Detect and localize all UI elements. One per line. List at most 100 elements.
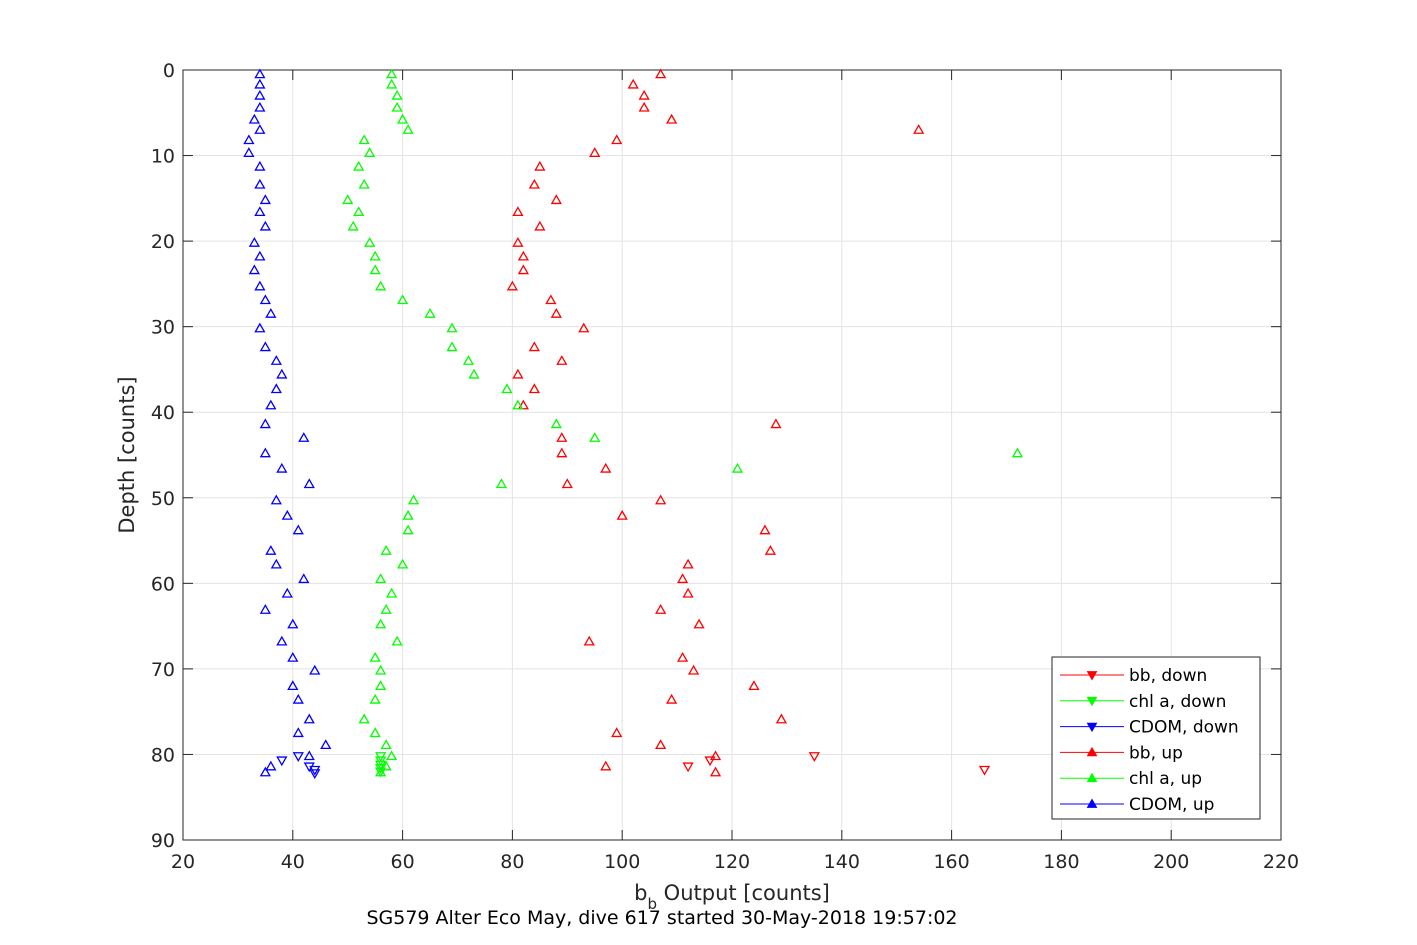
marker-chl-a-up <box>369 727 381 738</box>
marker-chl-a-up <box>402 524 414 535</box>
marker-chl-a-up <box>375 280 387 291</box>
marker-chl-a-up <box>424 308 436 318</box>
marker-chl-a-up <box>385 68 398 79</box>
marker-cdom-up <box>298 573 310 584</box>
y-axis-label: Depth [counts] <box>115 376 139 533</box>
marker-bb-up <box>627 78 639 89</box>
marker-chl-a-up <box>589 432 601 442</box>
marker-bb-up <box>550 194 562 205</box>
marker-cdom-up <box>248 113 260 124</box>
marker-cdom-up <box>292 524 304 535</box>
marker-cdom-up <box>298 432 310 442</box>
marker-cdom-up <box>265 545 277 555</box>
marker-cdom-up <box>276 368 288 379</box>
x-axis-label-main: b <box>634 881 647 905</box>
marker-cdom-down <box>309 769 321 780</box>
marker-bb-up <box>616 509 628 520</box>
marker-bb-up <box>561 478 573 489</box>
marker-chl-a-up <box>358 178 370 189</box>
marker-bb-up <box>759 524 771 535</box>
marker-bb-up <box>512 206 524 217</box>
marker-chl-a-up <box>380 604 392 614</box>
marker-bb-up <box>655 68 667 79</box>
marker-bb-up <box>517 399 530 410</box>
marker-chl-a-up <box>342 194 354 205</box>
marker-cdom-down <box>276 756 288 767</box>
marker-bb-up <box>655 604 667 614</box>
marker-cdom-up <box>254 124 266 134</box>
marker-cdom-up <box>292 727 304 738</box>
marker-bb-up <box>517 250 530 261</box>
y-tick-label: 60 <box>151 573 175 595</box>
marker-bb-up <box>665 113 678 124</box>
marker-chl-a-up <box>375 680 387 691</box>
marker-cdom-up <box>265 308 277 318</box>
marker-chl-a-up <box>347 220 359 231</box>
marker-chl-a-up <box>380 760 392 771</box>
marker-chl-a-up <box>1011 447 1024 458</box>
marker-chl-a-up <box>369 250 381 261</box>
marker-cdom-up <box>254 78 266 89</box>
marker-chl-a-up <box>446 322 458 333</box>
marker-chl-a-up <box>380 739 392 750</box>
marker-bb-up <box>556 432 568 442</box>
marker-chl-a-up <box>402 509 414 520</box>
legend-label-chl-a-up: chl a, up <box>1129 769 1202 789</box>
marker-chl-a-up <box>391 89 403 100</box>
legend-marker-chl-a-up <box>1086 772 1098 783</box>
legend-marker-cdom-up <box>1086 798 1098 808</box>
marker-bb-up <box>583 635 595 646</box>
marker-bb-up <box>775 713 788 724</box>
marker-bb-up <box>687 664 700 675</box>
marker-bb-up <box>517 264 530 275</box>
marker-chl-a-up <box>385 750 398 761</box>
marker-chl-a-up <box>501 383 513 394</box>
y-tick-label: 30 <box>151 317 175 339</box>
marker-chl-a-up <box>462 355 475 365</box>
marker-chl-a-up <box>369 693 381 704</box>
marker-cdom-up <box>276 635 288 646</box>
marker-chl-a-up <box>396 558 409 569</box>
marker-chl-a-up <box>364 237 376 247</box>
marker-cdom-up <box>254 250 266 261</box>
marker-bb-up <box>693 618 705 629</box>
marker-cdom-up <box>254 178 266 189</box>
marker-bb-up <box>611 134 623 145</box>
marker-chl-a-up <box>446 341 458 352</box>
marker-cdom-up <box>259 341 271 352</box>
marker-bb-up <box>611 727 623 738</box>
legend-marker-bb-up <box>1086 746 1098 757</box>
marker-cdom-up <box>259 294 271 305</box>
marker-bb-up <box>709 766 722 777</box>
legend-box <box>1051 656 1261 820</box>
legend-label-bb-down: bb, down <box>1129 666 1207 686</box>
marker-cdom-up <box>265 399 277 410</box>
x-axis-label: bb Output [counts] <box>634 881 830 913</box>
marker-cdom-up <box>243 147 255 158</box>
marker-cdom-up <box>287 651 299 662</box>
x-tick-label: 220 <box>1263 851 1299 873</box>
y-tick-label: 70 <box>151 659 175 681</box>
marker-cdom-up <box>287 680 299 691</box>
marker-bb-up <box>589 147 601 158</box>
marker-bb-up <box>748 680 760 691</box>
marker-bb-up <box>578 322 590 333</box>
marker-chl-a-up <box>358 713 370 724</box>
marker-bb-up <box>682 587 694 598</box>
marker-cdom-up <box>270 383 282 394</box>
marker-cdom-up <box>259 220 271 231</box>
marker-chl-a-up <box>375 766 387 777</box>
marker-cdom-up <box>270 558 282 569</box>
marker-chl-a-up <box>391 635 403 646</box>
marker-bb-up <box>655 739 667 750</box>
marker-chl-a-up <box>495 478 508 489</box>
marker-bb-up <box>600 760 612 771</box>
marker-chl-a-up <box>385 587 398 598</box>
legend-label-chl-a-down: chl a, down <box>1129 692 1226 712</box>
marker-chl-a-up <box>391 101 403 112</box>
marker-bb-down <box>682 762 694 773</box>
marker-cdom-up <box>287 618 299 629</box>
legend-marker-bb-down <box>1086 671 1098 681</box>
marker-cdom-up <box>276 462 288 473</box>
